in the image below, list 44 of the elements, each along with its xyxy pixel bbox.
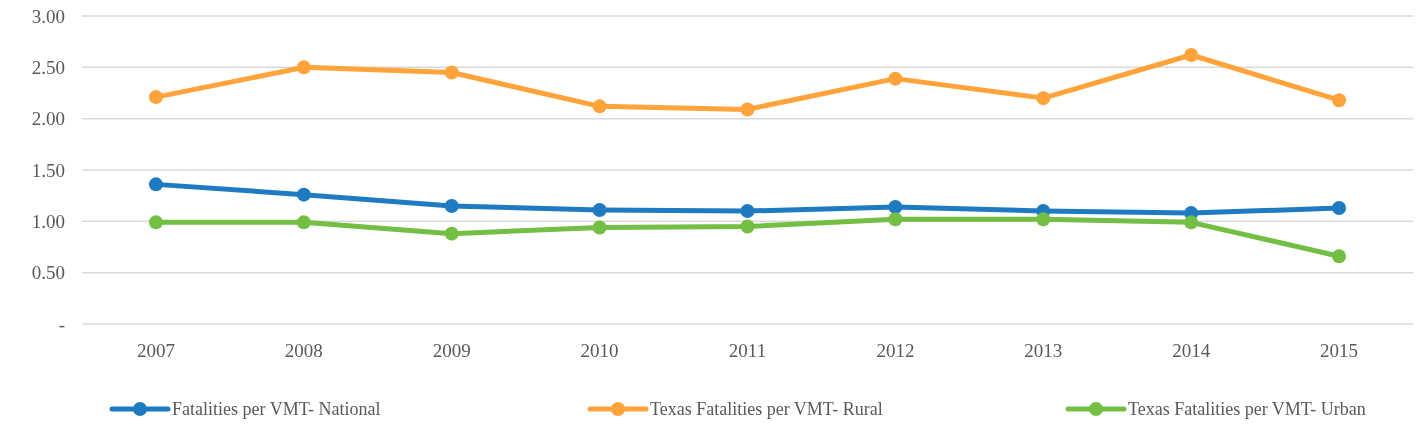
y-tick-label: - — [58, 313, 65, 335]
x-tick-label: 2012 — [876, 340, 915, 361]
point — [1184, 215, 1199, 230]
point — [592, 99, 607, 114]
y-tick-label: 0.50 — [31, 262, 65, 284]
point — [888, 199, 903, 214]
x-tick-label: 2013 — [1024, 340, 1063, 361]
legend-label: Texas Fatalities per VMT- Rural — [650, 399, 883, 420]
point — [740, 219, 755, 234]
point — [592, 203, 607, 218]
point — [296, 215, 311, 230]
x-tick-label: 2014 — [1172, 340, 1211, 361]
y-tick-label: 1.50 — [31, 159, 65, 181]
point — [148, 215, 163, 230]
point — [888, 212, 903, 227]
point — [296, 60, 311, 75]
point — [1332, 200, 1347, 215]
point — [740, 204, 755, 219]
point — [1036, 212, 1051, 227]
point — [444, 65, 459, 80]
point — [1184, 48, 1199, 63]
point — [444, 226, 459, 241]
y-tick-label: 2.50 — [31, 56, 65, 78]
point — [592, 220, 607, 235]
point — [888, 71, 903, 86]
x-tick-label: 2015 — [1320, 340, 1359, 361]
x-tick-label: 2011 — [728, 340, 767, 361]
point — [1332, 249, 1347, 264]
point — [148, 177, 163, 192]
y-tick-label: 2.00 — [31, 108, 65, 130]
x-tick-label: 2009 — [432, 340, 471, 361]
y-tick-label: 1.00 — [31, 210, 65, 232]
x-tick-label: 2010 — [580, 340, 619, 361]
point — [148, 90, 163, 105]
legend-label: Texas Fatalities per VMT- Urban — [1128, 399, 1366, 420]
point — [296, 187, 311, 202]
y-tick-label: 3.00 — [31, 5, 65, 27]
x-tick-label: 2008 — [284, 340, 323, 361]
point — [1332, 93, 1347, 108]
point — [444, 198, 459, 213]
point — [740, 102, 755, 117]
legend-label: Fatalities per VMT- National — [172, 399, 381, 420]
x-tick-label: 2007 — [136, 340, 175, 361]
point — [1036, 91, 1051, 106]
